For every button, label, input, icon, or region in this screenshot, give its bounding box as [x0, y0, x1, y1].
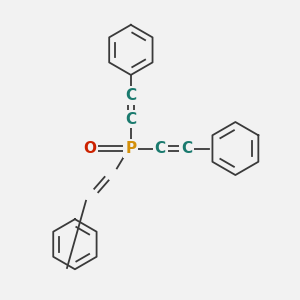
Text: C: C: [181, 141, 192, 156]
Text: C: C: [155, 141, 166, 156]
Text: C: C: [125, 112, 136, 127]
Text: O: O: [83, 141, 96, 156]
Text: C: C: [125, 88, 136, 103]
Text: P: P: [125, 141, 136, 156]
